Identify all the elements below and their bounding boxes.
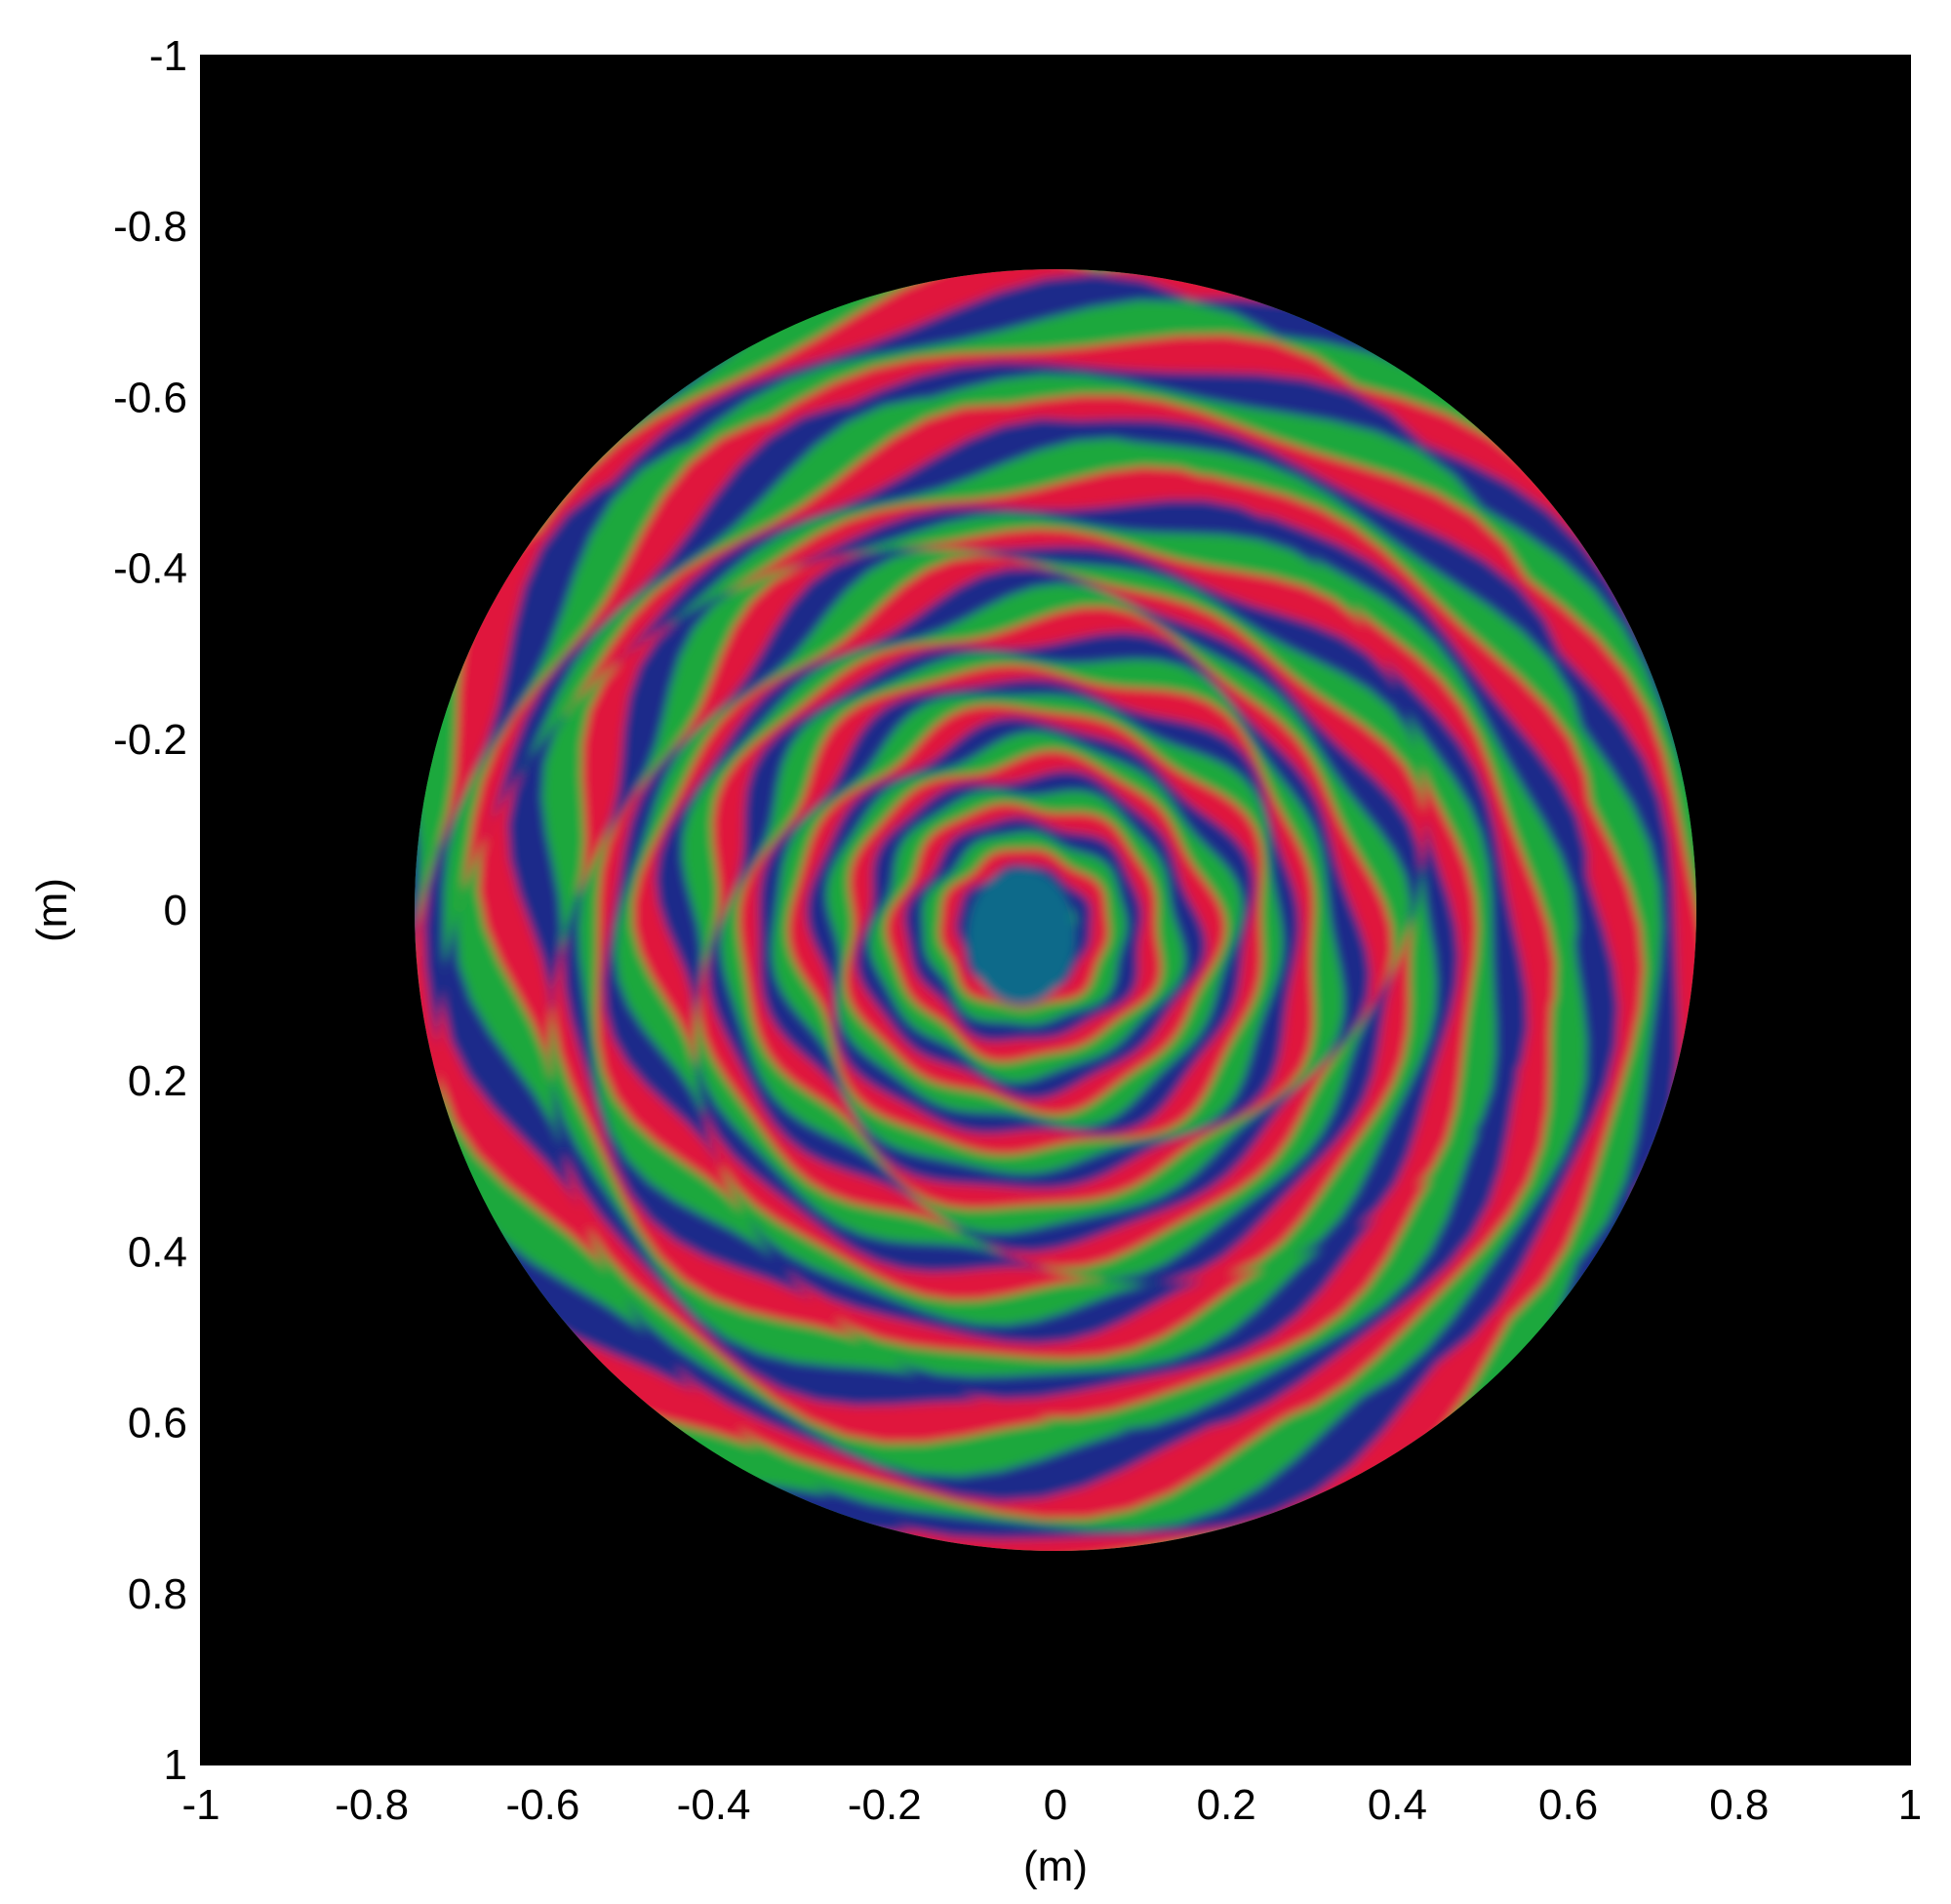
y-tick-label: 0.8 (128, 1570, 187, 1618)
fringe-core (967, 868, 1075, 1006)
y-tick-label: 1 (164, 1741, 187, 1789)
x-tick-label: 0.2 (1197, 1781, 1256, 1829)
y-tick-label: -0.6 (113, 374, 187, 421)
y-axis-label: (m) (28, 878, 76, 942)
y-tick-label: -0.2 (113, 716, 187, 764)
fringe-aperture (415, 269, 1696, 1551)
x-tick-label: -0.4 (677, 1781, 751, 1829)
x-tick-label: 0.4 (1368, 1781, 1427, 1829)
x-axis-ticks: -1 -0.8 -0.6 -0.4 -0.2 0 0.2 0.4 0.6 0.8 1 (181, 1781, 1922, 1829)
y-tick-label: 0.2 (128, 1057, 187, 1105)
y-tick-label: 0 (164, 887, 187, 934)
x-tick-label: 1 (1898, 1781, 1922, 1829)
x-tick-label: -1 (181, 1781, 219, 1829)
plot-frame (200, 55, 1911, 1765)
y-tick-label: -0.4 (113, 545, 187, 593)
x-tick-label: -0.8 (335, 1781, 409, 1829)
y-tick-label: 0.4 (128, 1228, 187, 1276)
x-tick-label: -0.2 (848, 1781, 922, 1829)
x-tick-label: -0.6 (505, 1781, 579, 1829)
x-tick-label: 0.8 (1709, 1781, 1769, 1829)
x-axis-label: (m) (1023, 1843, 1088, 1890)
x-tick-label: 0.6 (1538, 1781, 1598, 1829)
y-axis-ticks: -1 -0.8 -0.6 -0.4 -0.2 0 0.2 0.4 0.6 0.8 1 (113, 32, 187, 1789)
y-tick-label: -1 (149, 32, 187, 80)
fringe-rings (415, 269, 1696, 1551)
x-tick-label: 0 (1044, 1781, 1067, 1829)
y-tick-label: 0.6 (128, 1400, 187, 1448)
y-tick-label: -0.8 (113, 203, 187, 251)
